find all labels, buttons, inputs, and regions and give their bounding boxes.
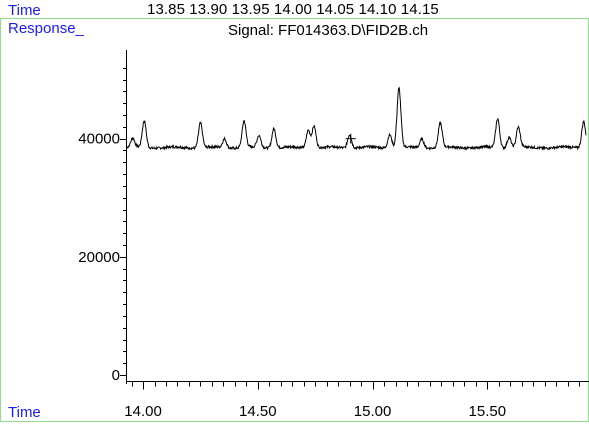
signal-trace (126, 86, 587, 151)
y-tick-label: 20000 (78, 249, 120, 266)
chart-ticks (120, 68, 580, 390)
y-tick-label: 0 (112, 367, 120, 384)
signal-trace-group (126, 86, 587, 151)
response-label: Response_ (8, 20, 84, 37)
x-tick-label: 14.00 (124, 403, 162, 420)
x-tick-label: 15.00 (354, 403, 392, 420)
chart-title: Signal: FF014363.D\FID2B.ch (228, 22, 429, 39)
x-tick-label: 14.50 (239, 403, 277, 420)
chart-tick-labels: 0 20000 40000 14.00 14.50 15.00 15.50 (78, 131, 506, 420)
chart-axes (126, 50, 589, 384)
y-tick-label: 40000 (78, 131, 120, 148)
time-header-label: Time (8, 2, 41, 19)
time-header-values: 13.85 13.90 13.95 14.00 14.05 14.10 14.1… (147, 1, 439, 18)
x-tick-label: 15.50 (469, 403, 507, 420)
time-axis-label: Time (8, 404, 41, 421)
